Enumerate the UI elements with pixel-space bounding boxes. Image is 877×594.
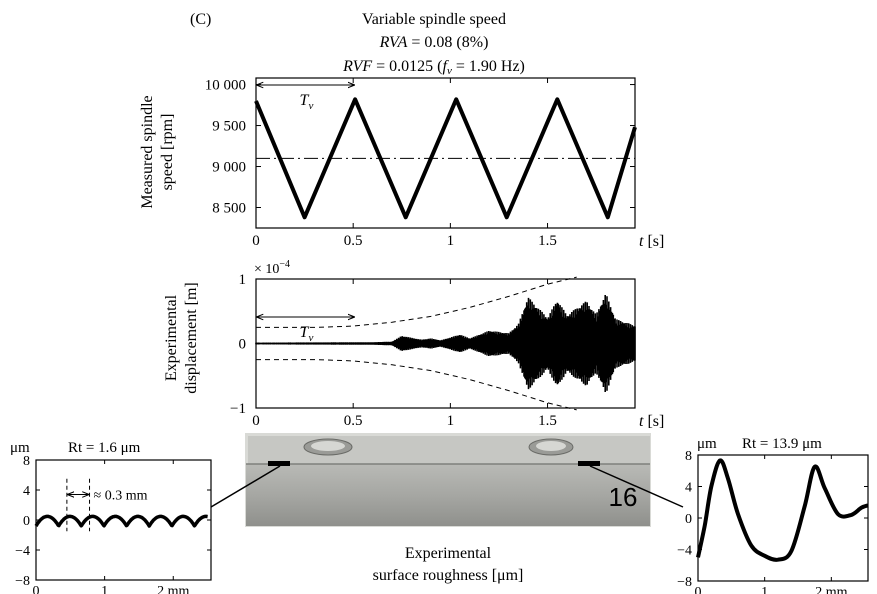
roughness-right-profile xyxy=(696,458,869,562)
photo-caption-line1: Experimental xyxy=(405,545,492,562)
rva-name: RVA xyxy=(379,34,408,51)
roughness-left-y-tick-label: 8 xyxy=(23,454,30,469)
connector-left xyxy=(210,465,281,508)
speed-x-tick-label: 0.5 xyxy=(344,233,363,249)
speed-period-label: Tv xyxy=(300,92,314,112)
chart-title: Variable spindle speed xyxy=(362,11,506,28)
roughness-left-x-tick-label: 1 xyxy=(101,584,108,594)
connector-right xyxy=(589,465,684,508)
displacement-x-tick-label: 1 xyxy=(447,413,455,429)
roughness-left-profile xyxy=(34,514,209,528)
roughness-right-x-tick-label: 1 xyxy=(761,585,768,594)
displacement-period-sub: v xyxy=(308,332,313,344)
speed-xlabel-symbol: t xyxy=(639,233,644,250)
roughness-right-y-tick-label: 4 xyxy=(685,481,692,496)
fv-value: = 1.90 Hz) xyxy=(452,58,525,75)
displacement-ylabel-line1: Experimental xyxy=(163,294,180,381)
sample-marker-right xyxy=(578,461,600,466)
displacement-xlabel-symbol: t xyxy=(639,413,644,430)
roughness-right-y-tick-label: −4 xyxy=(677,544,692,559)
roughness-left-y-tick-label: 0 xyxy=(23,514,30,529)
speed-x-tick-label: 1.5 xyxy=(538,233,557,249)
speed-period-symbol: T xyxy=(300,92,310,109)
speed-series-line xyxy=(254,97,637,220)
speed-period-sub: v xyxy=(308,100,313,112)
roughness-right-chart: μm Rt = 13.9 μm 0 1 2 mm −8 −4 0 4 8 xyxy=(677,436,869,594)
rvf-value: = 0.0125 ( xyxy=(372,58,442,75)
rvf-line: RVF = 0.0125 (fv = 1.90 Hz) xyxy=(342,58,525,77)
displacement-ylabel-line2: displacement [m] xyxy=(183,282,200,394)
scale-base: × 10 xyxy=(254,262,279,277)
displacement-x-axis-label: t [s] xyxy=(639,413,664,430)
roughness-left-x-tick-label: 0 xyxy=(33,584,40,594)
displacement-signal xyxy=(255,295,636,392)
displacement-period-label: Tv xyxy=(300,324,314,344)
roughness-right-x-tick-label: 2 mm xyxy=(815,585,847,594)
displacement-x-tick-label: 0.5 xyxy=(344,413,363,429)
speed-xlabel-unit: [s] xyxy=(643,233,664,250)
speed-y-tick-label: 9 500 xyxy=(212,119,246,135)
displacement-y-tick-label: −1 xyxy=(230,401,246,417)
displacement-scale-factor: × 10−4 xyxy=(254,259,290,277)
rva-line: RVA = 0.08 (8%) xyxy=(379,34,489,51)
roughness-right-x-tick-label: 0 xyxy=(695,585,702,594)
displacement-chart: Experimental displacement [m] × 10−4 0 0.… xyxy=(163,259,664,430)
sample-photo: 16 Experimental surface roughness [μm] xyxy=(210,433,684,584)
speed-y-tick-label: 10 000 xyxy=(205,78,246,94)
sample-number: 16 xyxy=(609,482,638,512)
roughness-left-y-tick-label: −8 xyxy=(15,574,30,589)
speed-y-tick-label: 8 500 xyxy=(212,201,246,217)
speed-x-axis-label: t [s] xyxy=(639,233,664,250)
roughness-left-y-tick-label: −4 xyxy=(15,544,30,559)
speed-x-tick-label: 0 xyxy=(252,233,260,249)
displacement-x-tick-label: 0 xyxy=(252,413,260,429)
roughness-right-y-tick-label: −8 xyxy=(677,575,692,590)
speed-x-tick-label: 1 xyxy=(447,233,455,249)
displacement-lower-envelope xyxy=(256,359,577,411)
speed-plot-frame xyxy=(255,77,636,229)
scale-exp: −4 xyxy=(279,259,290,270)
speed-ylabel-line2: speed [rpm] xyxy=(159,114,176,191)
panel-label: (C) xyxy=(190,11,211,28)
roughness-left-annotation: ≈ 0.3 mm xyxy=(94,489,148,504)
left-unit-label: μm xyxy=(10,440,30,456)
right-unit-label: μm xyxy=(697,436,717,452)
sample-hole-right-inner xyxy=(536,441,566,451)
roughness-left-y-tick-label: 4 xyxy=(23,484,30,499)
displacement-x-tick-label: 1.5 xyxy=(538,413,557,429)
displacement-xlabel-unit: [s] xyxy=(643,413,664,430)
sample-front-face xyxy=(246,464,650,526)
speed-y-tick-label: 9 000 xyxy=(212,160,246,176)
rva-value: = 0.08 (8%) xyxy=(407,34,488,51)
roughness-left-x-tick-label: 2 mm xyxy=(157,584,189,594)
roughness-right-y-tick-label: 8 xyxy=(685,449,692,464)
spindle-speed-chart: Measured spindle speed [rpm] 0 0.5 1 1.5 8 5… xyxy=(139,77,664,250)
sample-marker-left xyxy=(268,461,290,466)
rvf-name: RVF xyxy=(342,58,372,75)
speed-y-axis-label: Measured spindle speed [rpm] xyxy=(139,95,176,208)
displacement-period-symbol: T xyxy=(300,324,310,341)
speed-ylabel-line1: Measured spindle xyxy=(139,95,156,208)
fv-sub: v xyxy=(447,65,452,77)
roughness-right-y-tick-label: 0 xyxy=(685,512,692,527)
right-rt-label: Rt = 13.9 μm xyxy=(742,436,822,452)
photo-caption-line2: surface roughness [μm] xyxy=(373,567,524,584)
displacement-upper-envelope xyxy=(256,276,577,328)
sample-hole-left-inner xyxy=(311,441,345,451)
displacement-y-tick-label: 1 xyxy=(239,272,247,288)
fv-symbol: f xyxy=(443,58,450,75)
left-rt-label: Rt = 1.6 μm xyxy=(68,440,141,456)
roughness-left-chart: μm Rt = 1.6 μm 0 1 2 mm −8 −4 0 4 8 ≈ 0.3 mm xyxy=(10,440,212,594)
displacement-y-tick-label: 0 xyxy=(239,337,247,353)
